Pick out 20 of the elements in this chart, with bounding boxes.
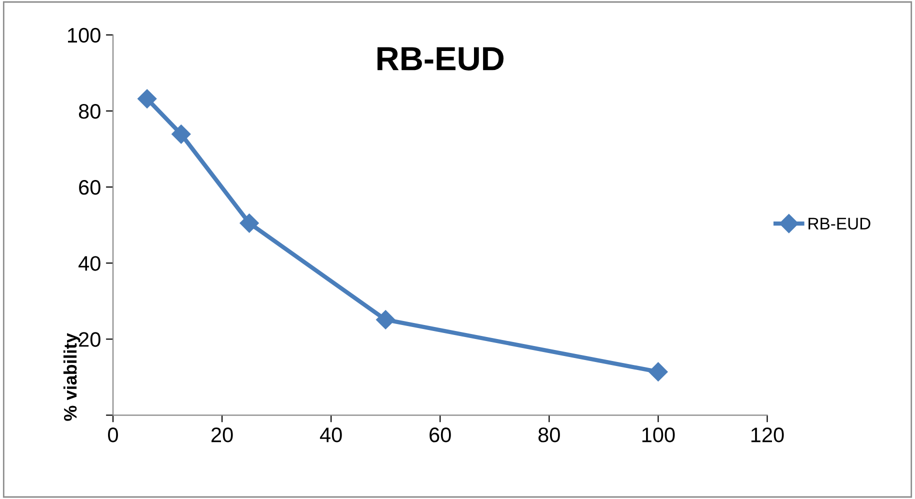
x-tick-label: 20 — [212, 428, 233, 442]
legend-label: RB-EUD — [808, 218, 870, 230]
x-tick-label: 0 — [108, 428, 118, 442]
point — [172, 124, 191, 144]
x-tick-label: 80 — [538, 428, 560, 442]
y-tick-label: 60 — [79, 180, 100, 195]
point — [376, 310, 396, 330]
y-tick-label: 80 — [78, 104, 100, 119]
chart-title: RB-EUD — [378, 47, 504, 70]
x-tick-label: 100 — [642, 428, 675, 442]
x-tick-label: 60 — [430, 428, 451, 442]
y-axis-title: % viability — [63, 333, 80, 421]
point — [240, 214, 259, 233]
y-tick-label: 20 — [79, 332, 100, 347]
y-tick-label: 40 — [78, 256, 100, 271]
x-tick-label: 120 — [751, 428, 784, 442]
x-tick-label: 40 — [320, 428, 342, 442]
y-tick-label: 100 — [68, 28, 100, 43]
point — [138, 89, 157, 108]
point — [648, 362, 668, 382]
